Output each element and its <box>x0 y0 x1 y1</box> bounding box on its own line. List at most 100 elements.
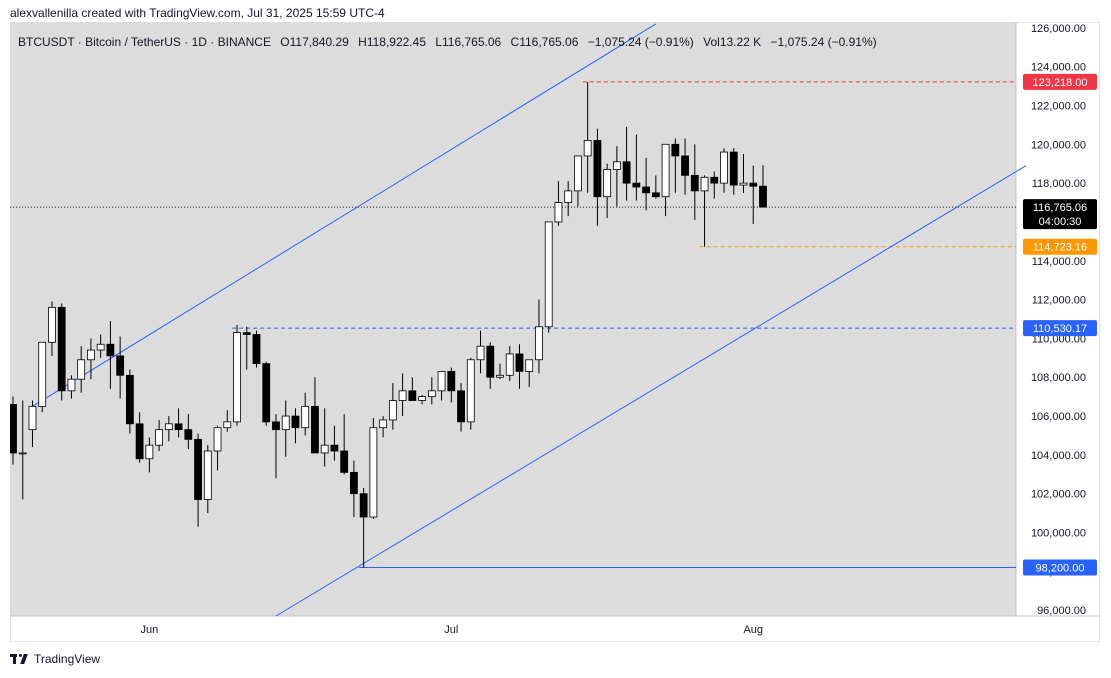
candle-body <box>48 306 56 343</box>
horizontal-levels <box>10 81 1016 568</box>
candle-body <box>340 450 349 473</box>
candle-body <box>690 174 699 192</box>
candle-body <box>496 374 504 378</box>
candles <box>10 81 767 568</box>
candle-body <box>720 151 728 184</box>
candle-body <box>330 444 339 452</box>
candle-body <box>457 390 465 423</box>
candle-body <box>164 423 173 431</box>
candle-body <box>661 143 670 198</box>
candle-body <box>184 429 193 440</box>
candle-body <box>603 169 612 198</box>
candle-body <box>554 202 563 223</box>
price-tick-label: 110,000.00 <box>1032 333 1086 345</box>
candle-body <box>369 427 378 518</box>
price-tick-label: 112,000.00 <box>1032 295 1086 307</box>
attribution-text: alexvallenilla created with TradingView.… <box>10 6 385 20</box>
price-tick-label: 96,000.00 <box>1037 605 1086 617</box>
candle-body <box>379 419 388 429</box>
candle-body <box>155 429 164 446</box>
candle-body <box>574 155 582 192</box>
candle-body <box>203 450 212 500</box>
last-price-tag <box>1023 199 1097 230</box>
price-tick-label: 104,000.00 <box>1031 450 1086 462</box>
price-tag-resistance <box>1023 73 1097 90</box>
plot-area <box>10 22 1016 616</box>
candle-body <box>262 363 271 423</box>
candle-body <box>583 140 592 157</box>
candle-body <box>759 185 767 208</box>
candle-body <box>388 400 397 421</box>
candle-body <box>106 343 115 357</box>
trendline-upper-channel <box>32 23 657 407</box>
price-tick-label: 124,000.00 <box>1031 62 1086 74</box>
trendline-lower-channel <box>275 165 1027 617</box>
candle-body <box>174 423 183 431</box>
candle-body <box>466 359 475 423</box>
time-tick-label: Jul <box>444 624 458 636</box>
candle-body <box>135 423 144 460</box>
time-axis: Jun Jul Aug <box>140 624 763 636</box>
candle-body <box>564 190 573 203</box>
candle-body <box>233 332 241 423</box>
candle-body <box>116 355 125 376</box>
tradingview-brand[interactable]: TradingView <box>34 652 101 666</box>
candle-body <box>67 378 76 392</box>
candle-body <box>213 427 222 452</box>
candle-body <box>398 390 407 401</box>
price-chart[interactable]: 96,000.0098,000.00100,000.00102,000.0010… <box>10 22 1100 642</box>
candle-body <box>252 334 261 365</box>
price-tick-label: 126,000.00 <box>1031 23 1086 35</box>
price-axis: 96,000.0098,000.00100,000.00102,000.0010… <box>1031 23 1086 617</box>
candle-body <box>57 306 66 392</box>
symbol-legend: BTCUSDT · Bitcoin / TetherUS · 1D · BINA… <box>18 35 883 49</box>
candle-body <box>632 182 641 188</box>
candle-body <box>320 444 329 454</box>
legend-open: O117,840.29 <box>280 35 349 49</box>
candle-body <box>349 471 358 495</box>
price-tick-label: 106,000.00 <box>1031 411 1086 423</box>
candle-body <box>515 353 524 372</box>
candle-body <box>739 182 748 186</box>
candle-body <box>125 374 134 425</box>
candle-body <box>145 444 154 460</box>
price-tick-label: 120,000.00 <box>1031 139 1086 151</box>
candle-body <box>311 405 319 454</box>
candle-body <box>437 371 446 392</box>
candle-body <box>87 349 95 361</box>
price-tick-label: 114,000.00 <box>1032 256 1086 268</box>
time-tick-label: Aug <box>743 624 763 636</box>
candle-body <box>642 186 650 194</box>
candle-body <box>223 421 232 429</box>
candle-body <box>729 151 738 186</box>
candle-body <box>408 390 417 401</box>
candle-body <box>700 176 709 192</box>
price-tick-label: 100,000.00 <box>1031 528 1086 540</box>
candle-body <box>418 396 426 401</box>
candle-body <box>622 161 631 184</box>
candle-body <box>651 192 660 198</box>
legend-volume-change: −1,075.24 (−0.91%) <box>770 35 877 49</box>
legend-low: L116,765.06 <box>435 35 502 49</box>
candle-body <box>281 415 290 431</box>
candle-body <box>710 176 719 184</box>
price-tag-label: 114,723.16 <box>1033 242 1087 254</box>
last-price-label: 116,765.06 <box>1033 202 1087 214</box>
price-tag-support-orange <box>1023 238 1097 255</box>
candle-body <box>612 161 621 170</box>
candle-body <box>28 405 37 431</box>
tradingview-logo-icon[interactable] <box>10 653 28 665</box>
candle-body <box>671 143 680 157</box>
price-tag-support-blue <box>1023 320 1097 337</box>
candle-body <box>38 341 47 407</box>
candle-body <box>544 221 553 328</box>
candle-body <box>447 371 456 392</box>
candle-body <box>525 359 534 372</box>
candle-body <box>18 452 27 455</box>
price-tick-label: 102,000.00 <box>1031 489 1086 501</box>
candle-body <box>359 493 368 518</box>
candle-body <box>272 421 280 431</box>
candle-body <box>593 140 602 198</box>
price-tag-label: 110,530.17 <box>1033 323 1087 335</box>
footer: TradingView <box>10 652 100 666</box>
